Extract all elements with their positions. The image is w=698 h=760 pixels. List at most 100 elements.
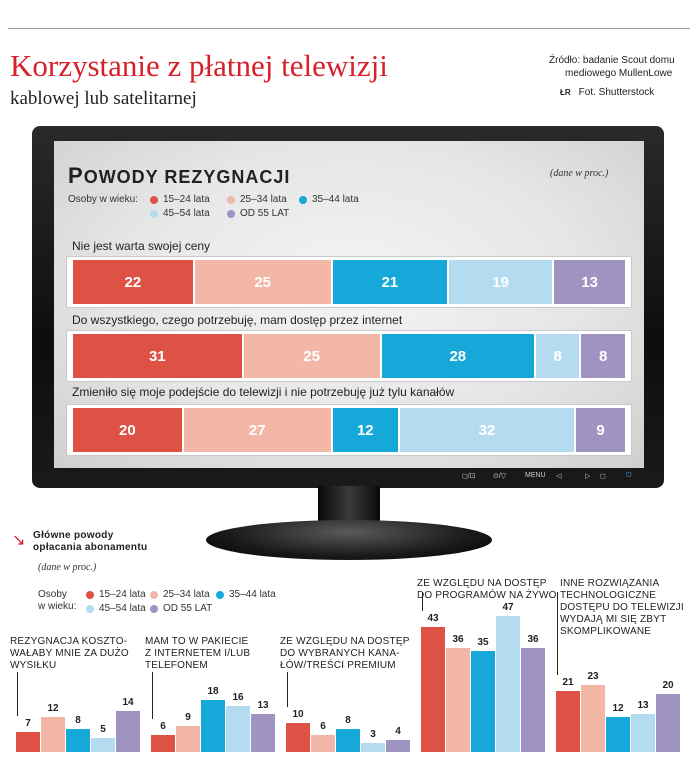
- grouped-bar: [471, 650, 495, 752]
- bar-value-label: 8: [75, 714, 81, 726]
- stacked-bar-segment: 21: [332, 260, 447, 304]
- bottom-legend-text: OD 55 LAT: [163, 603, 213, 614]
- grouped-bar: [116, 711, 140, 752]
- bar-value-label: 12: [47, 703, 59, 715]
- grouped-bar: [421, 627, 445, 752]
- grouped-bar: [311, 734, 335, 752]
- monitor-control-label: ◻: [600, 473, 606, 480]
- stacked-bar-segment: 20: [73, 408, 182, 452]
- bar-value-label: 6: [160, 720, 166, 732]
- question-label: Nie jest warta swojej ceny: [72, 239, 211, 253]
- bar-value-label: 23: [587, 671, 599, 683]
- bar-value-label: 35: [477, 636, 489, 648]
- bar-value-label: 4: [395, 726, 401, 738]
- photo-credit: ŁR Fot. Shutterstock: [560, 87, 654, 98]
- category-caption: ZE WZGLĘDU NA DOSTĘP DO PROGRAMÓW NA ŻYWO: [417, 578, 557, 602]
- monitor-control-label: ⏻: [626, 472, 632, 479]
- grouped-bar: [91, 737, 115, 752]
- category-caption: MAM TO W PAKIECIE Z INTERNETEM I/LUB TELEF…: [145, 636, 250, 672]
- screen-legend-swatch: [150, 209, 158, 218]
- screen-legend-swatch: [227, 195, 235, 204]
- bar-value-label: 7: [25, 717, 31, 729]
- stacked-bar-segment: 31: [73, 334, 242, 378]
- category-caption-line: SKOMPLIKOWANE: [560, 626, 652, 637]
- stacked-bar-segment: 8: [535, 334, 580, 378]
- question-label: Zmieniło się moje podejście do telewizji…: [72, 385, 455, 399]
- stacked-bar-segment: 22: [73, 260, 193, 304]
- bar-value-label: 5: [100, 723, 106, 735]
- category-caption-line: REZYGNACJA KOSZTO-: [10, 636, 128, 647]
- question-label: Do wszystkiego, czego potrzebuję, mam do…: [72, 313, 403, 327]
- photo-tag: ŁR: [560, 88, 571, 97]
- bar-value-label: 6: [320, 720, 326, 732]
- grouped-bar: [361, 743, 385, 752]
- page-title: Korzystanie z płatnej telewizji: [10, 48, 388, 83]
- bar-value-label: 21: [562, 677, 574, 689]
- stacked-bar-segment: 25: [243, 334, 380, 378]
- bottom-legend-swatch: [150, 604, 158, 613]
- caption-leader-line: [152, 672, 153, 719]
- monitor-control-label: ⊙/▽: [493, 473, 507, 480]
- screen-legend-text: 35–44 lata: [312, 194, 359, 205]
- category-caption-line: ZE WZGLĘDU NA DOSTĘP: [280, 636, 410, 647]
- monitor-control-label: MENU: [525, 472, 546, 479]
- bar-value-label: 13: [257, 700, 269, 712]
- caption-leader-line: [422, 592, 423, 612]
- bar-value-label: 12: [612, 703, 624, 715]
- monitor-neck: [318, 486, 380, 524]
- arrow-icon: ↘: [12, 532, 26, 549]
- screen-legend-text: 45–54 lata: [163, 208, 210, 219]
- bottom-legend-item: 15–24 lata: [86, 589, 146, 600]
- bar-value-label: 36: [527, 633, 539, 645]
- grouped-bar: [16, 731, 40, 752]
- grouped-bar: [446, 647, 470, 752]
- grouped-bar: [41, 717, 65, 752]
- monitor-control-label: ▷: [585, 473, 591, 480]
- bar-value-label: 10: [292, 709, 304, 720]
- bottom-legend-item: 35–44 lata: [216, 589, 276, 600]
- bottom-legend-swatch: [216, 590, 224, 599]
- screen-legend-label: Osoby w wieku:: [68, 194, 139, 205]
- monitor-base: [206, 520, 492, 560]
- bar-value-label: 9: [185, 711, 191, 723]
- screen-legend-swatch: [227, 209, 235, 218]
- category-caption-line: DO WYBRANYCH KANA-: [280, 648, 400, 659]
- bar-value-label: 13: [637, 700, 649, 712]
- stacked-bar-segment: 32: [399, 408, 575, 452]
- stacked-bar-segment: 27: [183, 408, 331, 452]
- stacked-bar-row: 22 25 21 19 13: [66, 256, 632, 308]
- category-caption-line: ZE WZGLĘDU NA DOSTĘP: [417, 578, 547, 589]
- category-caption: INNE ROZWIĄZANIA TECHNOLOGICZNE DOSTĘPU DO…: [560, 578, 684, 638]
- bar-value-label: 14: [122, 697, 134, 709]
- category-caption-line: INNE ROZWIĄZANIA: [560, 578, 660, 589]
- bottom-legend-label-2: w wieku:: [38, 601, 77, 612]
- bottom-legend-text: 15–24 lata: [99, 589, 146, 600]
- screen-chart-title: POWODY REZYGNACJI: [68, 163, 291, 188]
- top-rule: [8, 28, 690, 29]
- screen-legend-text: 25–34 lata: [240, 194, 287, 205]
- screen-legend-text: 15–24 lata: [163, 194, 210, 205]
- category-caption-line: TECHNOLOGICZNE: [560, 590, 657, 601]
- bar-value-label: 16: [232, 691, 244, 703]
- bar-value-label: 8: [345, 714, 351, 726]
- bottom-legend-item: OD 55 LAT: [150, 603, 212, 614]
- stacked-bar-segment: 12: [332, 408, 398, 452]
- grouped-bar: [151, 734, 175, 752]
- photo-credit-text: Fot. Shutterstock: [578, 87, 655, 98]
- bottom-legend-item: 45–54 lata: [86, 603, 146, 614]
- screen-legend-item: 45–54 lata: [150, 208, 210, 219]
- bottom-legend-item: 25–34 lata: [150, 589, 210, 600]
- category-caption-line: DO PROGRAMÓW NA ŻYWO: [417, 590, 557, 601]
- grouped-bar: [606, 717, 630, 752]
- stacked-bar-segment: 28: [381, 334, 534, 378]
- screen-legend-item: 25–34 lata: [227, 194, 287, 205]
- grouped-bar: [176, 725, 200, 752]
- stacked-bar-segment: 8: [581, 334, 625, 378]
- screen-legend-item: OD 55 LAT: [227, 208, 289, 219]
- grouped-bar: [336, 728, 360, 752]
- bar-value-label: 47: [502, 601, 514, 613]
- stacked-bar-row: 31 25 28 8 8: [66, 330, 632, 382]
- stacked-bar-segment: 9: [576, 408, 625, 452]
- screen-chart-note: (dane w proc.): [550, 168, 609, 179]
- grouped-bar: [386, 740, 410, 752]
